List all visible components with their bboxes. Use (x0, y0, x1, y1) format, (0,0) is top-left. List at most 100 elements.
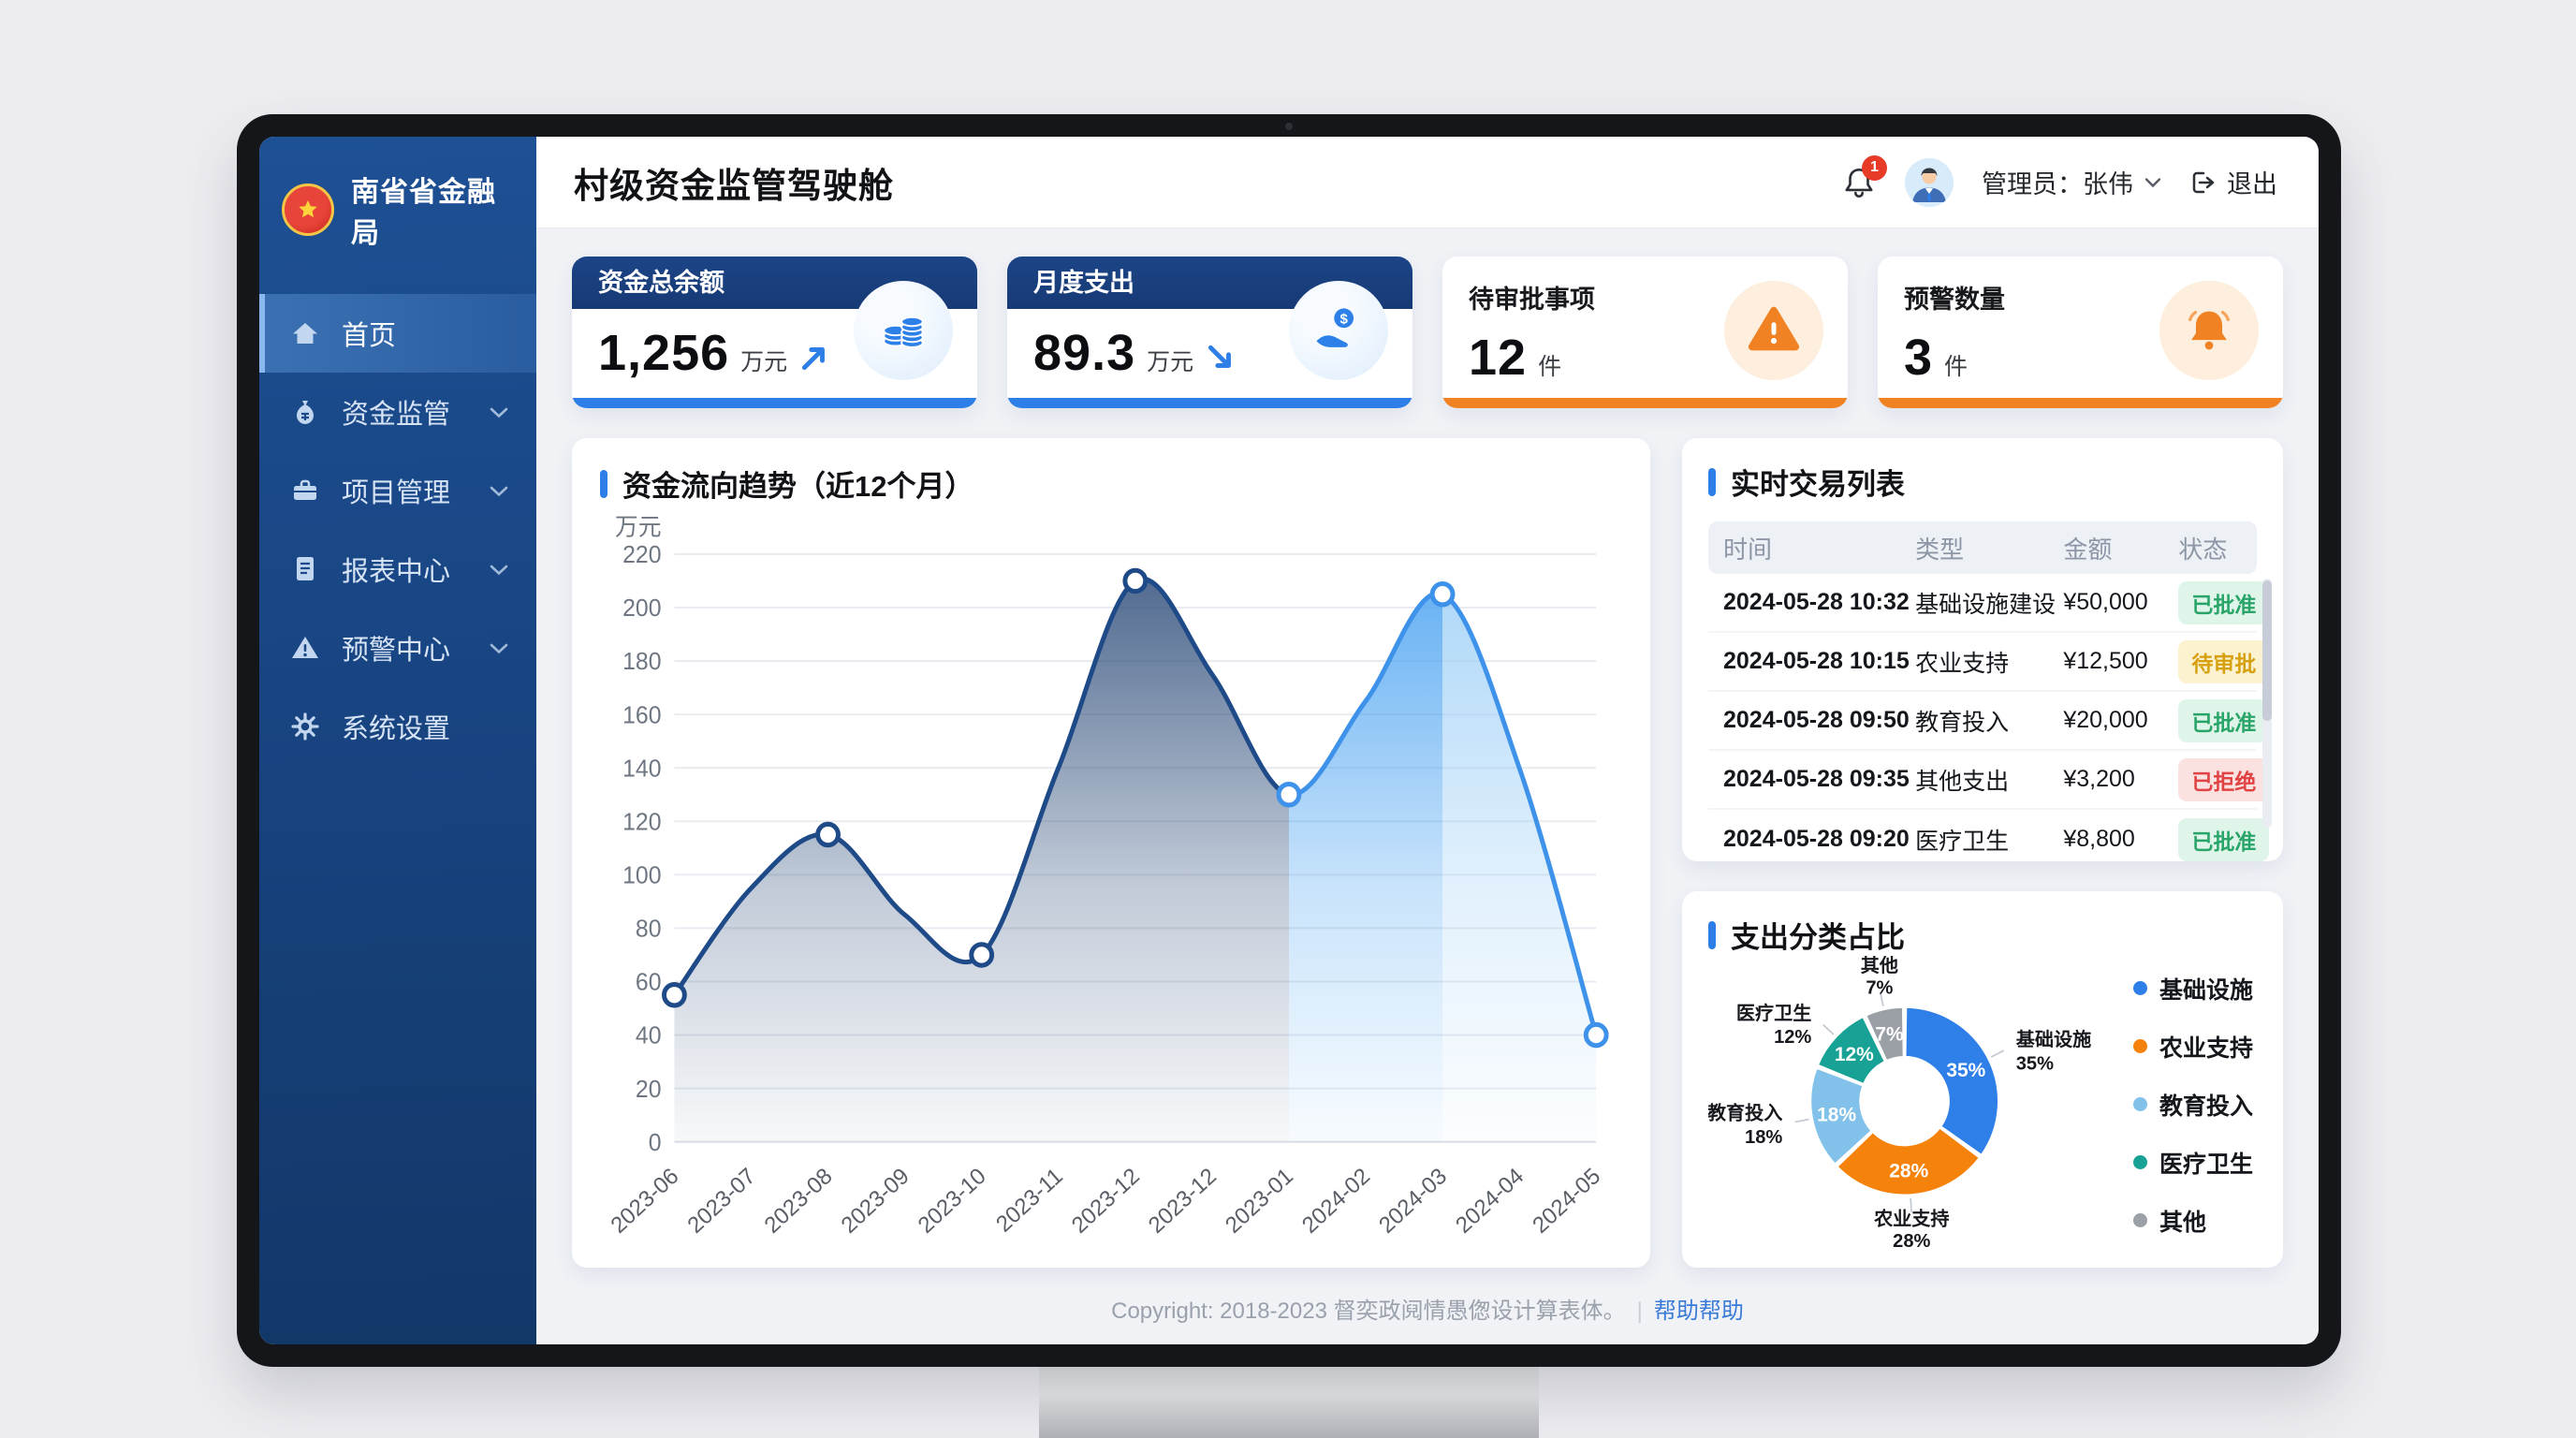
scrollbar-thumb[interactable] (2262, 580, 2272, 721)
help-link[interactable]: 帮助帮助 (1653, 1299, 1744, 1324)
title-accent-bar (1708, 467, 1716, 496)
table-row: 2024-05-28 09:50 教育投入 ¥20,000 已批准 (1708, 692, 2270, 751)
sidebar-item-fund-supervision[interactable]: 资金监管 (259, 373, 536, 451)
sidebar-item-report-center[interactable]: 报表中心 (259, 530, 536, 609)
avatar[interactable] (1905, 157, 1954, 207)
national-emblem-icon (282, 183, 334, 236)
title-accent-bar (1708, 920, 1716, 949)
stats-row: 资金总余额 1,256 万元 (572, 257, 2283, 408)
slice-outer-pct: 12% (1774, 1027, 1811, 1048)
slice-pct-label: 12% (1835, 1044, 1874, 1065)
data-point-marker (1429, 580, 1456, 608)
donut-slice (1904, 1005, 2000, 1157)
tx-time: 2024-05-28 09:35 (1723, 766, 1910, 792)
slice-pct-label: 7% (1875, 1024, 1904, 1046)
stat-unit: 件 (1944, 354, 1969, 380)
status-badge: 已批准 (2178, 698, 2270, 742)
col-header-amount: 金额 (2063, 535, 2113, 564)
pie-content: 35% 基础设施 35% 28% 农业支持 28% 18% 教育投入 18% 12% 医疗卫生 12%… (1708, 956, 2257, 1253)
y-axis-unit-label: 万元 (615, 514, 662, 540)
y-tick-label: 180 (622, 649, 661, 675)
donut-slice (1864, 1005, 1906, 1063)
y-tick-label: 120 (622, 809, 661, 835)
y-tick-label: 40 (636, 1022, 662, 1049)
chevron-down-icon (490, 486, 508, 496)
stat-value: 12 (1469, 330, 1528, 386)
trend-down-icon (1208, 345, 1232, 368)
alert-icon (292, 637, 318, 658)
data-point-marker (1583, 1021, 1609, 1049)
slice-outer-pct: 28% (1893, 1231, 1930, 1252)
leader-line (1822, 1024, 1835, 1035)
coins-icon (883, 315, 924, 348)
x-tick-label: 2023-12 (1067, 1164, 1145, 1239)
sidebar-item-system-settings[interactable]: 系统设置 (259, 687, 536, 766)
stat-card-total-balance: 资金总余额 1,256 万元 (572, 257, 977, 408)
sidebar-item-project-management[interactable]: 项目管理 (259, 451, 536, 530)
trend-line (1288, 591, 1599, 1038)
notification-bell-button[interactable]: 1 (1841, 154, 1887, 201)
chevron-down-icon (2144, 177, 2161, 187)
alarm-bell-icon (2188, 310, 2230, 350)
x-tick-label: 2023-10 (914, 1164, 991, 1239)
chevron-down-icon (490, 407, 508, 418)
stat-value: 1,256 (598, 325, 730, 381)
tx-time: 2024-05-28 10:32 (1723, 589, 1910, 615)
status-badge: 已批准 (2178, 817, 2270, 861)
tx-type: 其他支出 (1915, 768, 2010, 795)
trend-panel-title: 资金流向趋势（近12个月） (622, 470, 974, 503)
sidebar-item-home[interactable]: 首页 (259, 294, 536, 373)
logout-button[interactable]: 退出 (2189, 164, 2277, 200)
topbar: 村级资金监管驾驶舱 1 (536, 137, 2319, 228)
leader-line (1879, 991, 1884, 1006)
donut-chart: 35%基础设施35%28%农业支持28%18%教育投入18%12%医疗卫生12%… (1708, 956, 2091, 1252)
table-row: 2024-05-28 09:35 其他支出 ¥3,200 已拒绝 (1708, 751, 2270, 810)
legend-dot-icon (2132, 1155, 2147, 1169)
transactions-table: 时间 类型 金额 状态 2024-05-28 10:32 基础设施建设 ¥50,… (1708, 521, 2270, 869)
legend-item: 其他 (2132, 1204, 2253, 1238)
trend-up-icon (802, 347, 826, 371)
sidebar-menu: 首页 资金监管 项目管理 报表中心 (259, 294, 536, 766)
x-tick-label: 2024-03 (1374, 1164, 1452, 1239)
col-header-time: 时间 (1723, 535, 1773, 564)
title-accent-bar (600, 469, 607, 498)
warning-triangle-icon (1748, 306, 1800, 351)
legend-label: 医疗卫生 (2159, 1151, 2253, 1178)
data-point-marker (1122, 567, 1149, 594)
stat-value: 89.3 (1033, 325, 1136, 381)
x-tick-label: 2024-05 (1528, 1164, 1605, 1239)
x-tick-label: 2023-12 (1144, 1164, 1222, 1239)
y-tick-label: 100 (622, 862, 661, 888)
tx-type: 教育投入 (1915, 709, 2010, 736)
table-header-row: 时间 类型 金额 状态 (1708, 521, 2257, 574)
tx-type: 基础设施建设 (1915, 591, 2056, 618)
logout-label: 退出 (2227, 170, 2277, 198)
stat-card-title: 待审批事项 (1469, 286, 1595, 314)
data-point-marker (662, 981, 687, 1008)
sidebar-item-label: 首页 (342, 321, 397, 351)
expense-pie-panel: 支出分类占比 35% 基础设施 35% 28% 农业支持 28% 18% 教育投入 18% 12%… (1682, 891, 2283, 1268)
stat-unit: 万元 (740, 349, 788, 375)
chevron-down-icon (490, 565, 508, 575)
data-point-marker (1276, 781, 1302, 808)
copyright-text: Copyright: 2018-2023 督奕政阋情愚偬设计算表体。 (1111, 1299, 1626, 1324)
moneybag-icon (297, 401, 314, 424)
svg-text:$: $ (1339, 311, 1348, 327)
leader-line (1794, 1118, 1809, 1123)
donut-slice (1835, 1125, 1982, 1197)
sidebar-item-label: 资金监管 (342, 400, 451, 430)
tx-type: 农业支持 (1915, 650, 2010, 677)
stat-card-monthly-expense: 月度支出 89.3 万元 $ (1007, 257, 1412, 408)
trend-line (671, 576, 1289, 998)
x-tick-label: 2024-02 (1297, 1164, 1375, 1239)
slice-outer-pct: 7% (1866, 978, 1893, 999)
slice-pct-label: 28% (1889, 1160, 1928, 1181)
tx-amount: ¥3,200 (2063, 766, 2135, 792)
sidebar-item-warning-center[interactable]: 预警中心 (259, 609, 536, 687)
footer-divider: | (1636, 1299, 1643, 1324)
status-badge: 待审批 (2178, 639, 2270, 683)
org-name: 南省省金融局 (351, 177, 496, 249)
y-tick-label: 20 (636, 1077, 662, 1103)
user-menu-button[interactable]: 管理员：张伟 (1982, 164, 2161, 200)
monitor-stand (1039, 1367, 1539, 1438)
